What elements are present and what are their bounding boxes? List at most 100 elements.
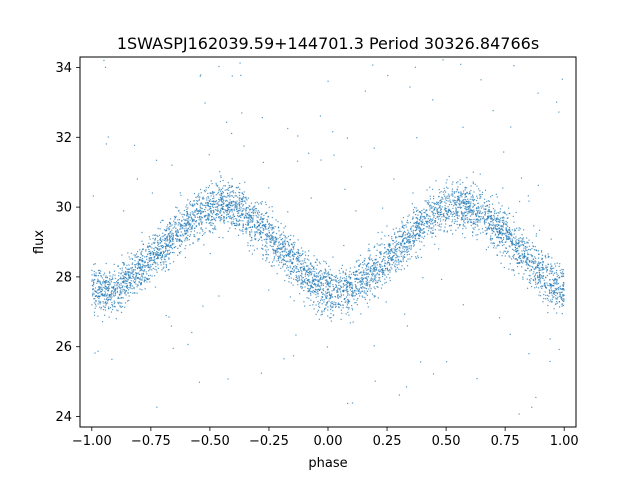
data-point [99,295,101,297]
data-point [534,245,536,248]
data-point [170,325,173,327]
data-point [540,269,542,271]
data-point [203,215,205,217]
data-point [422,223,424,226]
data-point [444,226,446,228]
data-point [536,266,538,268]
data-point [162,250,164,253]
data-point [177,230,179,232]
data-point [468,193,470,195]
data-point [103,302,105,304]
data-point [162,232,164,234]
data-point [177,238,179,240]
data-point [316,279,318,281]
data-point [461,233,464,235]
data-point [552,270,554,272]
data-point [439,202,441,204]
data-point [519,228,521,230]
data-point [355,287,358,289]
data-point [236,210,238,212]
data-point [272,226,274,228]
data-point [103,59,105,62]
data-point [250,221,252,223]
data-point [299,266,301,269]
data-point [149,267,151,269]
data-point [501,240,504,242]
data-point [501,234,503,236]
data-point [478,216,480,218]
data-point [94,303,97,305]
data-point [391,257,393,259]
data-point [525,248,527,250]
data-point [203,233,205,235]
data-point [375,262,377,264]
data-point [409,233,411,235]
data-point [224,210,227,212]
data-point [413,211,415,213]
data-point [190,216,193,218]
data-point [521,266,523,268]
data-point [99,272,101,274]
data-point [102,301,104,303]
data-point [121,267,123,269]
data-point [498,230,501,232]
data-point [518,257,520,259]
data-point [189,224,191,227]
data-point [451,190,453,192]
data-point [140,265,142,267]
data-point [242,224,244,226]
data-point [366,281,369,283]
data-point [457,227,459,229]
data-point [270,237,273,239]
data-point [300,266,302,269]
data-point [205,214,207,216]
data-point [408,236,410,238]
data-point [303,280,305,283]
data-point [359,280,361,282]
data-point [350,273,353,275]
data-point [496,231,499,234]
data-point [525,249,527,251]
data-point [199,203,202,205]
data-point [361,267,363,269]
data-point [95,305,97,307]
data-point [110,281,112,283]
data-point [553,290,555,293]
data-point [450,224,453,227]
data-point [210,219,212,222]
data-point [319,279,321,281]
data-point [298,279,300,281]
data-point [328,300,330,302]
data-point [284,235,287,237]
data-point [419,217,421,219]
data-point [379,263,381,265]
data-point [195,196,197,199]
data-point [467,221,469,223]
data-point [374,380,376,382]
data-point [284,243,286,245]
data-point [126,282,128,285]
data-point [129,291,132,294]
data-point [301,279,304,281]
data-point [469,221,472,223]
data-point [516,250,518,252]
data-point [234,224,236,226]
data-point [94,287,97,289]
data-point [202,196,204,198]
data-point [252,220,254,222]
data-point [129,258,131,260]
data-point [435,220,437,222]
data-point [122,275,124,277]
data-point [325,282,327,284]
data-point [319,299,322,302]
data-point [493,228,495,230]
data-point [97,350,99,352]
data-point [415,222,417,224]
data-point [211,224,213,226]
data-point [205,189,207,191]
data-point [144,262,146,264]
data-point [450,201,452,204]
data-point [118,297,120,299]
data-point [409,242,411,244]
data-point [305,262,307,264]
